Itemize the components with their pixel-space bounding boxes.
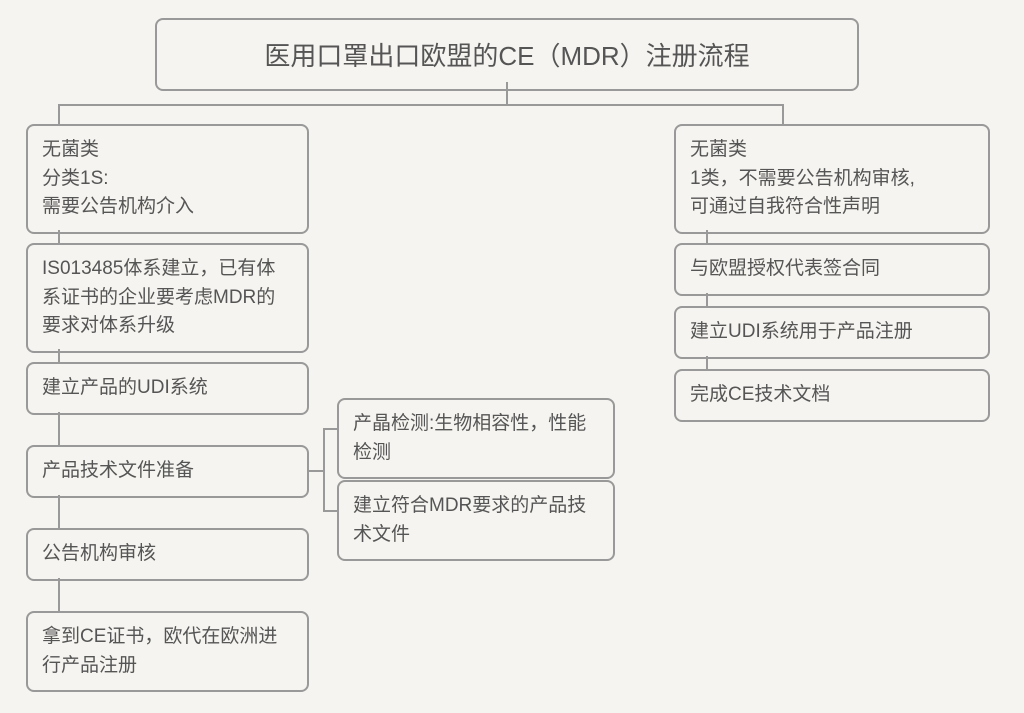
right-step-2: 建立UDI系统用于产品注册 (674, 306, 990, 359)
left-step-5: 拿到CE证书，欧代在欧洲进行产品注册 (26, 611, 309, 692)
connector (58, 104, 60, 124)
connector (58, 349, 60, 362)
connector (706, 356, 708, 369)
connector (58, 230, 60, 243)
connector (58, 495, 60, 528)
connector (309, 470, 323, 472)
connector (706, 293, 708, 306)
connector (323, 428, 337, 430)
title-text: 医用口罩出口欧盟的CE（MDR）注册流程 (264, 41, 749, 71)
connector (58, 104, 784, 106)
connector (323, 510, 337, 512)
right-branch-header: 无菌类1类，不需要公告机构审核,可通过自我符合性声明 (674, 124, 990, 234)
connector (58, 578, 60, 611)
left-step-2-text: 建立产品的UDI系统 (42, 377, 208, 398)
right-step-1: 与欧盟授权代表签合同 (674, 243, 990, 296)
left-step-1: IS013485体系建立，已有体系证书的企业要考虑MDR的要求对体系升级 (26, 243, 309, 353)
left-step-5-text: 拿到CE证书，欧代在欧洲进行产品注册 (42, 626, 277, 676)
connector (782, 104, 784, 124)
connector (323, 428, 325, 512)
left-step-3-text: 产品技术文件准备 (42, 460, 194, 481)
left-step-3: 产品技术文件准备 (26, 445, 309, 498)
connector (506, 82, 508, 104)
left-header-text: 无菌类分类1S:需要公告机构介入 (42, 139, 194, 217)
connector (58, 412, 60, 445)
right-step-1-text: 与欧盟授权代表签合同 (690, 258, 880, 279)
connector (706, 230, 708, 243)
right-step-2-text: 建立UDI系统用于产品注册 (690, 321, 913, 342)
side-note-2-text: 建立符合MDR要求的产品技术文件 (353, 495, 586, 545)
side-note-1: 产晶检测:生物相容性，性能检测 (337, 398, 615, 479)
right-step-3-text: 完成CE技术文档 (690, 384, 830, 405)
right-step-3: 完成CE技术文档 (674, 369, 990, 422)
side-note-1-text: 产晶检测:生物相容性，性能检测 (353, 413, 586, 463)
left-step-4: 公告机构审核 (26, 528, 309, 581)
left-step-4-text: 公告机构审核 (42, 543, 156, 564)
left-branch-header: 无菌类分类1S:需要公告机构介入 (26, 124, 309, 234)
side-note-2: 建立符合MDR要求的产品技术文件 (337, 480, 615, 561)
left-step-2: 建立产品的UDI系统 (26, 362, 309, 415)
title-box: 医用口罩出口欧盟的CE（MDR）注册流程 (155, 18, 859, 91)
right-header-text: 无菌类1类，不需要公告机构审核,可通过自我符合性声明 (690, 139, 915, 217)
left-step-1-text: IS013485体系建立，已有体系证书的企业要考虑MDR的要求对体系升级 (42, 258, 275, 336)
